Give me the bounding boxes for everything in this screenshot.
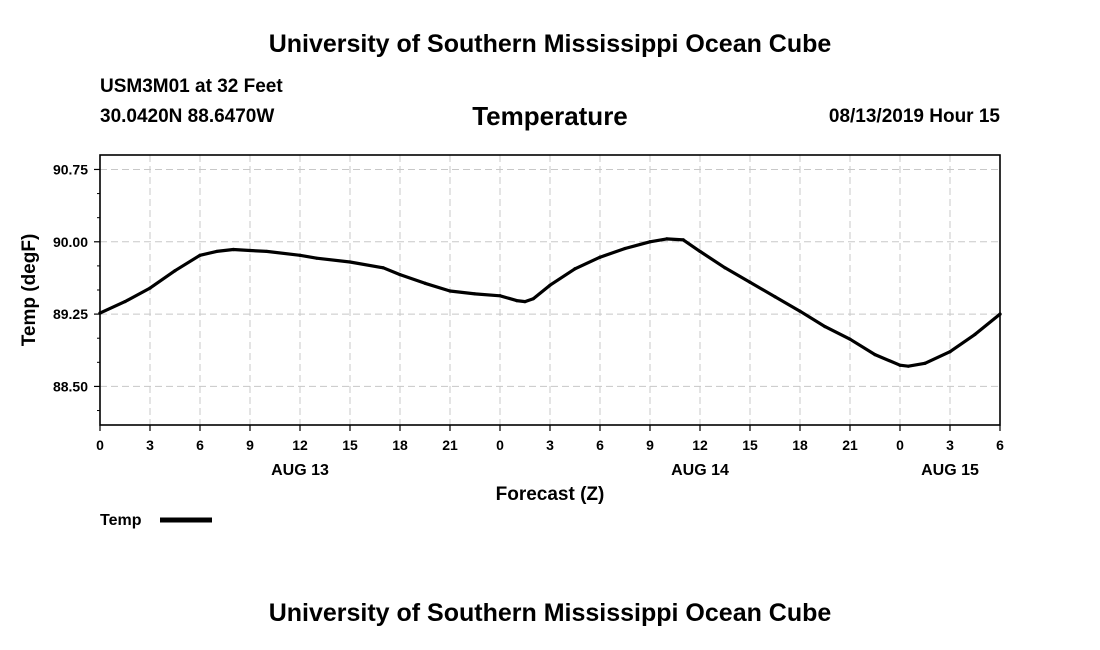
x-tick-label: 6: [596, 437, 604, 453]
x-tick-label: 9: [646, 437, 654, 453]
y-tick-label: 89.25: [53, 306, 88, 322]
x-tick-label: 21: [842, 437, 858, 453]
legend-label: Temp: [100, 512, 142, 529]
data-point: [748, 280, 752, 284]
data-point: [315, 256, 319, 260]
data-point: [906, 364, 910, 368]
datetime-label: 08/13/2019 Hour 15: [828, 106, 1000, 127]
y-tick-label: 88.50: [53, 378, 88, 394]
y-axis-label: Temp (degF): [19, 234, 40, 347]
x-tick-label: 9: [246, 437, 254, 453]
y-tick-label: 90.00: [53, 234, 88, 250]
data-point: [381, 266, 385, 270]
x-tick-label: 3: [946, 437, 954, 453]
x-tick-label: 6: [996, 437, 1004, 453]
data-point: [123, 299, 127, 304]
data-point: [531, 297, 535, 301]
data-point: [823, 325, 827, 329]
data-point: [598, 255, 602, 259]
data-point: [515, 299, 519, 303]
data-point: [448, 289, 452, 293]
data-point: [681, 238, 685, 242]
data-point: [873, 353, 877, 357]
x-tick-label: 0: [96, 437, 104, 453]
data-point: [573, 267, 577, 271]
data-point: [173, 269, 177, 273]
data-point: [548, 283, 552, 287]
x-tick-label: 3: [146, 437, 154, 453]
data-point: [723, 266, 727, 270]
data-point: [948, 350, 952, 354]
variable-title: Temperature: [472, 101, 628, 131]
data-point: [898, 363, 902, 367]
y-tick-label: 90.75: [53, 161, 88, 177]
data-point: [98, 311, 102, 315]
data-point: [848, 337, 852, 341]
x-tick-label: 6: [196, 437, 204, 453]
grid: [100, 155, 1000, 425]
coordinates-label: 30.0420N 88.6470W: [100, 106, 275, 127]
data-point: [473, 292, 477, 296]
date-label: AUG 14: [671, 462, 729, 479]
series-layer: [98, 237, 1002, 368]
data-point: [648, 240, 652, 244]
data-point: [231, 247, 235, 252]
data-point: [215, 249, 219, 254]
data-point: [265, 249, 269, 254]
x-tick-label: 12: [692, 437, 708, 453]
data-point: [623, 246, 627, 251]
x-tick-label: 0: [496, 437, 504, 453]
data-point: [148, 286, 152, 290]
legend: Temp: [100, 512, 212, 529]
data-point: [998, 312, 1002, 316]
data-point: [923, 361, 927, 365]
data-point: [423, 281, 427, 285]
date-label: AUG 15: [921, 462, 979, 479]
data-point: [523, 299, 527, 304]
data-point: [398, 272, 402, 277]
x-tick-label: 18: [392, 437, 408, 453]
data-point: [248, 248, 252, 253]
data-point: [665, 237, 669, 241]
axis-ticks: 88.50 89.25 90.00 90.75 0 3 6 9 12 15 18 21 0 3 6 9 12 15…: [53, 161, 1004, 479]
x-tick-label: 15: [742, 437, 758, 453]
data-point: [798, 309, 802, 313]
date-label: AUG 13: [271, 462, 329, 479]
x-tick-label: 18: [792, 437, 808, 453]
page-title: University of Southern Mississippi Ocean…: [268, 30, 832, 58]
data-point: [498, 294, 502, 298]
x-tick-label: 12: [292, 437, 308, 453]
data-point: [298, 253, 302, 257]
x-tick-label: 15: [342, 437, 358, 453]
data-point: [198, 253, 202, 257]
x-tick-label: 0: [896, 437, 904, 453]
x-tick-label: 3: [546, 437, 554, 453]
data-point: [773, 295, 777, 299]
x-axis-label: Forecast (Z): [496, 484, 605, 505]
x-tick-label: 21: [442, 437, 458, 453]
series-line-temp: [98, 237, 1002, 368]
station-label: USM3M01 at 32 Feet: [100, 76, 283, 97]
data-point: [348, 260, 352, 264]
footer-title: University of Southern Mississippi Ocean…: [268, 599, 832, 627]
data-point: [698, 249, 702, 254]
data-point: [973, 332, 977, 336]
